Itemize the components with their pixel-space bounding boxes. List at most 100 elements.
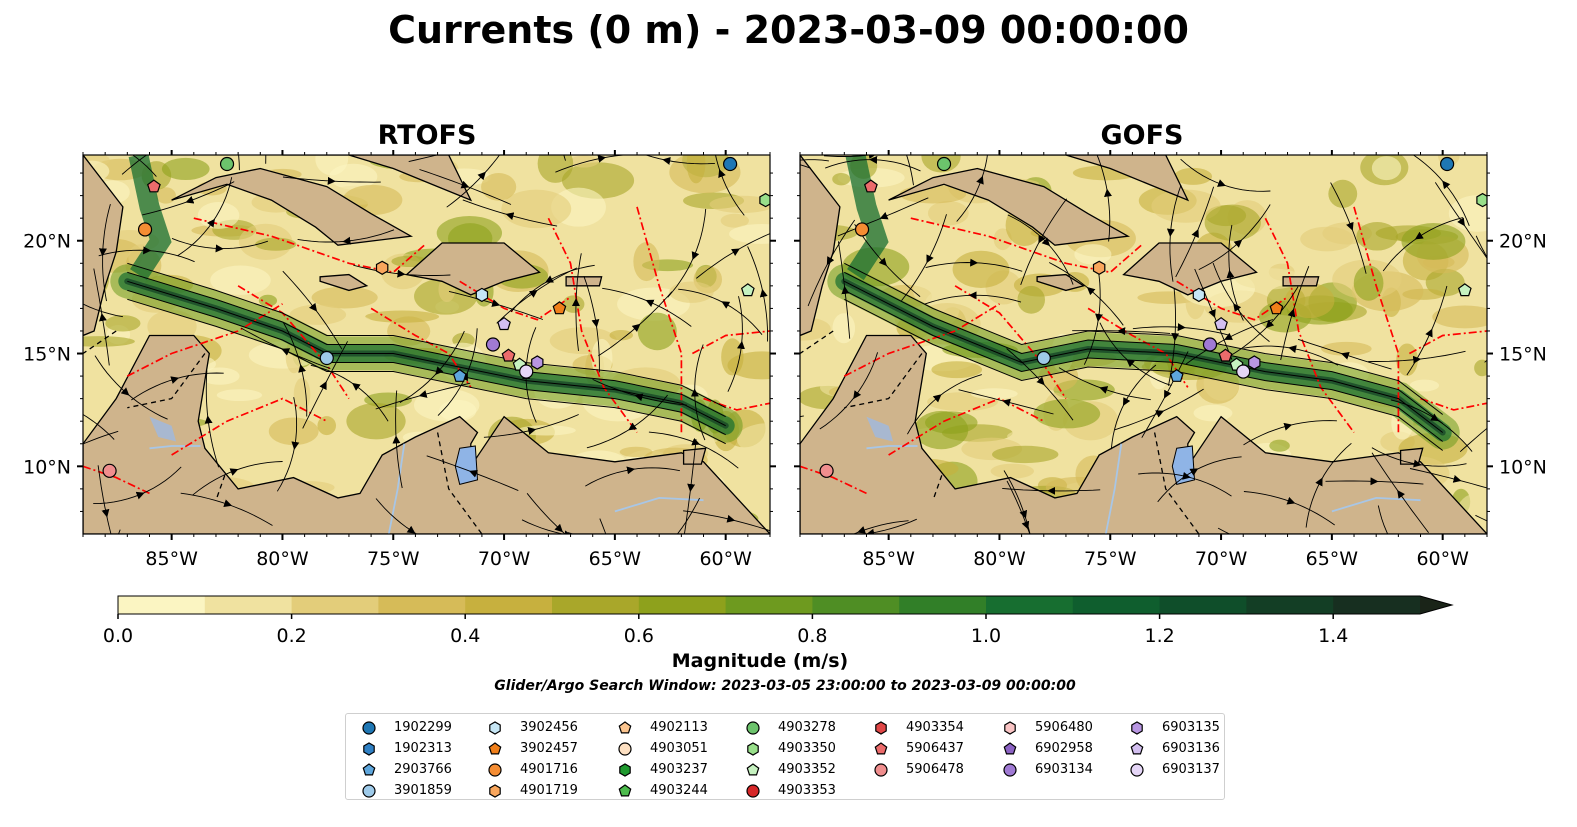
map-frame (799, 154, 1488, 535)
map-frame (82, 154, 771, 535)
legend-label: 3902457 (520, 741, 578, 756)
legend-label: 4903354 (906, 720, 964, 735)
panel-title-gofs: GOFS (1100, 120, 1184, 151)
hexagon-marker-icon (875, 720, 887, 735)
search-window-text: Glider/Argo Search Window: 2023-03-05 23… (494, 678, 1076, 694)
legend-marker (874, 762, 888, 777)
float-marker (854, 222, 870, 237)
pentagon-marker-icon (874, 741, 888, 754)
hexagon-marker-icon (619, 762, 631, 777)
legend-label: 4903244 (650, 783, 708, 798)
legend-marker (746, 762, 760, 775)
float-marker (1457, 283, 1472, 297)
float-marker (452, 368, 467, 382)
legend-item: 6903136 (1126, 738, 1220, 759)
lon-tick-label: 80°W (256, 548, 309, 570)
legend-item: 5906480 (999, 717, 1093, 738)
legend-label: 4903352 (778, 762, 836, 777)
legend-item: 6903134 (999, 759, 1093, 780)
float-marker (1202, 337, 1218, 352)
legend-label: 6903137 (1162, 762, 1220, 777)
legend-marker (489, 783, 501, 798)
legend-item: 4901716 (484, 759, 578, 780)
lon-tick-label: 65°W (1306, 548, 1359, 570)
legend-marker (363, 741, 375, 756)
legend-label: 4902113 (650, 720, 708, 735)
legend-marker (362, 762, 376, 775)
float-marker (102, 463, 117, 478)
legend-column: 3902456 3902457 4901716 4901719 (484, 717, 578, 801)
float-marker (146, 179, 161, 193)
legend-item: 4902113 (614, 717, 708, 738)
colorbar-segment (812, 596, 900, 614)
colorbar-segment (1159, 596, 1247, 614)
float-marker (475, 287, 489, 303)
pentagon-marker-icon (618, 720, 632, 733)
legend-label: 4903353 (778, 783, 836, 798)
float-marker (723, 156, 738, 172)
legend-marker (747, 741, 759, 756)
legend-marker (488, 762, 502, 777)
float-marker (552, 301, 567, 315)
float-marker (1036, 350, 1051, 366)
legend-item: 6902958 (999, 738, 1093, 759)
legend-column: 5906480 6902958 6903134 (999, 717, 1093, 780)
colorbar-segment (204, 596, 293, 614)
legend-marker (1004, 720, 1016, 735)
float-marker (531, 355, 544, 370)
legend-label: 4903237 (650, 762, 708, 777)
legend-marker (1130, 762, 1144, 777)
legend-marker (362, 783, 376, 798)
float-marker (375, 260, 389, 275)
legend-item: 4903237 (614, 759, 708, 780)
lon-tick-label: 60°W (1416, 548, 1469, 570)
legend-item: 4903352 (742, 759, 836, 780)
pentagon-marker-icon (1130, 741, 1144, 754)
circle-marker-icon (488, 762, 502, 777)
legend-label: 6903134 (1035, 762, 1093, 777)
colorbar-tick-label: 1.0 (971, 625, 1001, 647)
float-marker (1476, 192, 1487, 208)
legend-marker (618, 741, 632, 756)
lat-tick-label-right: 20°N (1499, 231, 1547, 253)
hexagon-marker-icon (489, 720, 501, 735)
legend-item: 3902456 (484, 717, 578, 738)
colorbar-extend-arrow (1420, 596, 1452, 614)
legend-label: 4903350 (778, 741, 836, 756)
lon-tick-label: 60°W (699, 548, 752, 570)
colorbar-segment (899, 596, 987, 614)
float-marker (1218, 348, 1233, 362)
legend: 1902299 1902313 2903766 3901859 3902456 39024… (345, 713, 1225, 800)
colorbar-segment (986, 596, 1074, 614)
lat-tick-label-right: 10°N (1499, 456, 1547, 478)
figure-title: Currents (0 m) - 2023-03-09 00:00:00 (388, 8, 1189, 52)
legend-column: 4903354 5906437 5906478 (870, 717, 964, 780)
lon-tick-label: 75°W (367, 548, 420, 570)
float-marker (819, 463, 834, 478)
float-marker (1214, 316, 1228, 331)
legend-column: 6903135 6903136 6903137 (1126, 717, 1220, 780)
legend-marker (1131, 720, 1143, 735)
lat-tick-label-left: 10°N (23, 456, 71, 478)
lat-tick-label-left: 20°N (23, 231, 71, 253)
map-panel-gofs (800, 155, 1487, 534)
legend-label: 1902299 (394, 720, 452, 735)
legend-label: 6903135 (1162, 720, 1220, 735)
circle-marker-icon (362, 720, 376, 735)
legend-label: 4903051 (650, 741, 708, 756)
colorbar: 0.0 0.2 0.4 0.6 0.8 1.0 1.2 1.4 (103, 595, 1454, 647)
colorbar-tick-label: 1.4 (1318, 625, 1348, 647)
legend-item: 4903353 (742, 780, 836, 801)
legend-item: 4901719 (484, 780, 578, 801)
lon-tick-label: 70°W (1195, 548, 1248, 570)
circle-marker-icon (1130, 762, 1144, 777)
legend-marker (489, 720, 501, 735)
circle-marker-icon (362, 783, 376, 798)
circle-marker-icon (874, 762, 888, 777)
circle-marker-icon (746, 720, 760, 735)
float-marker (1440, 156, 1455, 172)
legend-marker (488, 741, 502, 754)
float-marker (1269, 301, 1284, 315)
colorbar-segment (1072, 596, 1161, 614)
